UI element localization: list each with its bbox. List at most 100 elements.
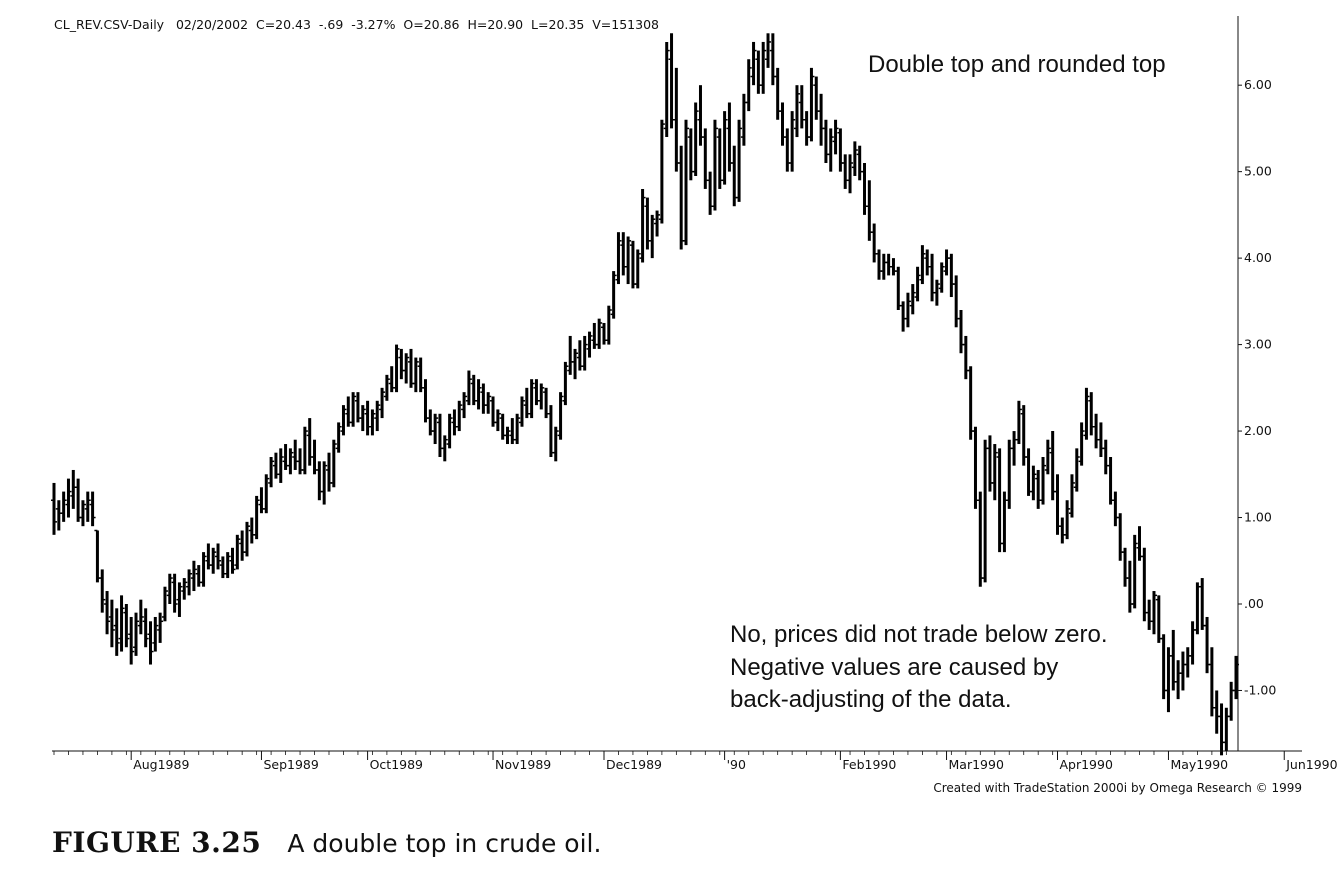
- ohlc-bar: [813, 76, 820, 120]
- y-tick-label: .00: [1244, 596, 1264, 611]
- ohlc-bar: [885, 253, 892, 276]
- ohlc-bar: [1059, 517, 1066, 544]
- ohlc-bar: [128, 616, 135, 665]
- credit-text: Created with TradeStation 2000i by Omega…: [933, 781, 1302, 795]
- ohlc-bar: [851, 141, 858, 176]
- annotation-negative-line-3: back-adjusting of the data.: [730, 686, 1012, 713]
- ohlc-bar: [948, 253, 955, 298]
- ohlc-bar: [572, 348, 579, 380]
- ohlc-bar: [765, 33, 772, 68]
- ohlc-bar: [596, 318, 603, 349]
- annotation-negative-line-1: No, prices did not trade below zero.: [730, 621, 1108, 648]
- y-tick-label: 4.00: [1244, 250, 1272, 265]
- ohlc-bar: [909, 284, 916, 315]
- ohlc-bar: [1097, 422, 1104, 457]
- ohlc-bar: [822, 119, 829, 163]
- ohlc-bar: [861, 163, 868, 215]
- ohlc-bar: [726, 102, 733, 172]
- ohlc-bar: [687, 128, 694, 181]
- ohlc-bar: [1073, 448, 1080, 492]
- ohlc-bar: [538, 383, 545, 410]
- ohlc-bar: [774, 67, 781, 120]
- ohlc-bar: [152, 616, 159, 652]
- ohlc-bar: [1030, 465, 1037, 501]
- ohlc-bar: [683, 119, 690, 246]
- x-axis: Aug1989 Sep1989 Oct1989 Nov1989 Dec1989 '90 Fe…: [53, 751, 1338, 772]
- ohlc-bar: [123, 604, 130, 648]
- ohlc-bar: [1218, 703, 1225, 756]
- ohlc-bar: [210, 547, 217, 574]
- ohlc-bar: [736, 119, 743, 202]
- ohlc-bar: [465, 370, 472, 406]
- ohlc-bar: [306, 418, 313, 466]
- ohlc-bar: [518, 396, 525, 427]
- ohlc-bar: [784, 128, 791, 172]
- ohlc-bar: [268, 457, 275, 488]
- ohlc-bar: [253, 495, 260, 540]
- x-tick-label: '90: [727, 757, 746, 772]
- ohlc-bar: [740, 93, 747, 146]
- ohlc-bar: [364, 400, 371, 436]
- ohlc-bar: [350, 392, 357, 427]
- ohlc-bar: [243, 521, 250, 557]
- ohlc-bar: [161, 586, 168, 622]
- y-tick-label: 2.00: [1244, 423, 1272, 438]
- ohlc-bar: [919, 245, 926, 285]
- ohlc-bar: [847, 154, 854, 194]
- ohlc-bar: [803, 111, 810, 146]
- ohlc-bar: [663, 41, 670, 138]
- ohlc-bar: [398, 348, 405, 380]
- ohlc-bar: [856, 145, 863, 181]
- annotation-double-top: Double top and rounded top: [868, 51, 1166, 78]
- ohlc-bar: [1175, 660, 1182, 700]
- ohlc-bar: [475, 379, 482, 410]
- ohlc-bar: [972, 426, 979, 509]
- ohlc-bar: [1150, 591, 1157, 635]
- ohlc-bar: [321, 461, 328, 505]
- ohlc-bar: [1035, 469, 1042, 509]
- ohlc-bar: [567, 335, 574, 375]
- ohlc-bar: [263, 474, 270, 514]
- ohlc-bar: [668, 33, 675, 129]
- ohlc-bar: [581, 335, 588, 371]
- ohlc-bar: [600, 322, 607, 345]
- ohlc-bar: [234, 534, 241, 570]
- ohlc-bar: [991, 444, 998, 501]
- ohlc-bar: [528, 379, 535, 419]
- y-tick-label: -1.00: [1244, 682, 1276, 697]
- x-tick-label: Aug1989: [133, 757, 189, 772]
- ohlc-bar: [1117, 513, 1124, 561]
- ohlc-bar: [359, 405, 366, 432]
- ohlc-bar: [789, 111, 796, 172]
- ohlc-bar: [65, 478, 72, 518]
- ohlc-bar: [422, 379, 429, 423]
- ohlc-bar: [60, 491, 67, 522]
- x-tick-label: May1990: [1170, 757, 1228, 772]
- figure-label: FIGURE 3.25: [52, 826, 262, 859]
- ohlc-bar: [610, 271, 617, 319]
- ohlc-bar: [374, 400, 381, 432]
- ohlc-bar: [953, 275, 960, 328]
- ohlc-bar: [1228, 681, 1235, 721]
- ohlc-bar: [441, 435, 448, 462]
- ohlc-bar: [383, 374, 390, 401]
- ohlc-bar: [1165, 647, 1172, 713]
- ohlc-bar: [1107, 457, 1114, 505]
- ohlc-bar: [557, 392, 564, 440]
- y-tick-label: 1.00: [1244, 510, 1272, 525]
- ohlc-bar: [977, 491, 984, 587]
- y-axis: 6.00 5.00 4.00 3.00 2.00 1.00 .00 -1.00: [1238, 77, 1276, 697]
- ohlc-bar: [219, 556, 226, 579]
- ohlc-bar: [1179, 651, 1186, 691]
- figure-caption: FIGURE 3.25 A double top in crude oil.: [52, 826, 601, 859]
- ohlc-bars: [51, 33, 1239, 756]
- ohlc-bar: [51, 482, 57, 535]
- ohlc-bar: [1049, 431, 1056, 501]
- ohlc-bar: [707, 171, 714, 215]
- ohlc-bar: [494, 409, 501, 432]
- ohlc-bar: [113, 608, 120, 656]
- ohlc-bar: [277, 448, 284, 483]
- ohlc-bar: [248, 517, 255, 544]
- ohlc-bar: [895, 266, 902, 310]
- ohlc-bar: [379, 387, 386, 419]
